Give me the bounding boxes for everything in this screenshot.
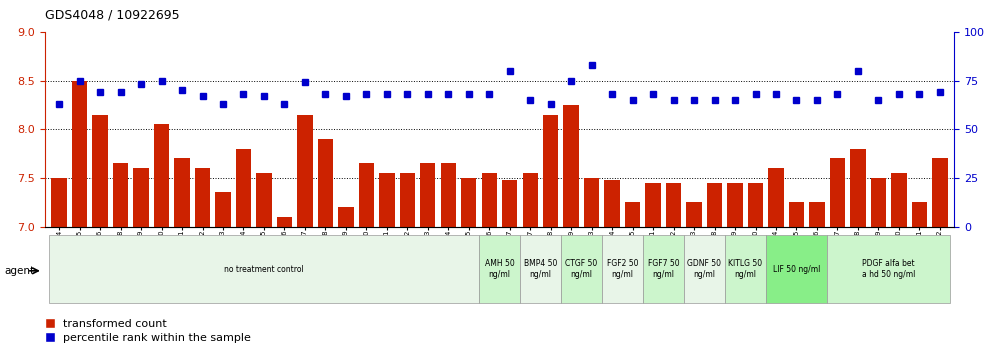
Bar: [297, 115, 313, 227]
Bar: [789, 202, 804, 227]
Bar: [153, 124, 169, 227]
Bar: [584, 178, 600, 227]
FancyBboxPatch shape: [561, 235, 602, 303]
Bar: [461, 178, 476, 227]
Bar: [133, 168, 148, 227]
FancyBboxPatch shape: [479, 235, 520, 303]
Bar: [686, 202, 702, 227]
Bar: [748, 183, 763, 227]
Bar: [52, 178, 67, 227]
Bar: [359, 163, 374, 227]
FancyBboxPatch shape: [684, 235, 725, 303]
Bar: [502, 180, 517, 227]
Bar: [113, 163, 128, 227]
Bar: [605, 180, 620, 227]
FancyBboxPatch shape: [520, 235, 561, 303]
Bar: [830, 159, 846, 227]
Bar: [72, 81, 88, 227]
Text: CTGF 50
ng/ml: CTGF 50 ng/ml: [566, 259, 598, 279]
Text: GDNF 50
ng/ml: GDNF 50 ng/ml: [687, 259, 721, 279]
Bar: [339, 207, 354, 227]
Bar: [318, 139, 333, 227]
Bar: [277, 217, 292, 227]
Bar: [645, 183, 660, 227]
Bar: [195, 168, 210, 227]
Bar: [768, 168, 784, 227]
Bar: [624, 202, 640, 227]
Text: PDGF alfa bet
a hd 50 ng/ml: PDGF alfa bet a hd 50 ng/ml: [862, 259, 915, 279]
Bar: [482, 173, 497, 227]
Bar: [564, 105, 579, 227]
Text: LIF 50 ng/ml: LIF 50 ng/ml: [773, 264, 820, 274]
FancyBboxPatch shape: [602, 235, 642, 303]
Bar: [256, 173, 272, 227]
Bar: [911, 202, 927, 227]
Bar: [871, 178, 886, 227]
FancyBboxPatch shape: [828, 235, 950, 303]
Bar: [215, 193, 231, 227]
Bar: [707, 183, 722, 227]
FancyBboxPatch shape: [725, 235, 766, 303]
Legend: transformed count, percentile rank within the sample: transformed count, percentile rank withi…: [46, 319, 251, 343]
FancyBboxPatch shape: [642, 235, 684, 303]
Bar: [851, 149, 866, 227]
Bar: [174, 159, 189, 227]
Bar: [932, 159, 947, 227]
Bar: [523, 173, 538, 227]
Bar: [810, 202, 825, 227]
Text: GDS4048 / 10922695: GDS4048 / 10922695: [45, 9, 179, 22]
Text: FGF7 50
ng/ml: FGF7 50 ng/ml: [647, 259, 679, 279]
Bar: [543, 115, 559, 227]
Bar: [93, 115, 108, 227]
Text: agent: agent: [4, 266, 34, 276]
Bar: [399, 173, 415, 227]
Bar: [727, 183, 743, 227]
Bar: [379, 173, 394, 227]
Bar: [420, 163, 435, 227]
Bar: [440, 163, 456, 227]
FancyBboxPatch shape: [49, 235, 479, 303]
Bar: [236, 149, 251, 227]
Text: KITLG 50
ng/ml: KITLG 50 ng/ml: [728, 259, 762, 279]
Bar: [891, 173, 906, 227]
Text: FGF2 50
ng/ml: FGF2 50 ng/ml: [607, 259, 638, 279]
Bar: [666, 183, 681, 227]
Text: no treatment control: no treatment control: [224, 264, 304, 274]
Text: AMH 50
ng/ml: AMH 50 ng/ml: [485, 259, 514, 279]
FancyBboxPatch shape: [766, 235, 828, 303]
Text: BMP4 50
ng/ml: BMP4 50 ng/ml: [524, 259, 557, 279]
